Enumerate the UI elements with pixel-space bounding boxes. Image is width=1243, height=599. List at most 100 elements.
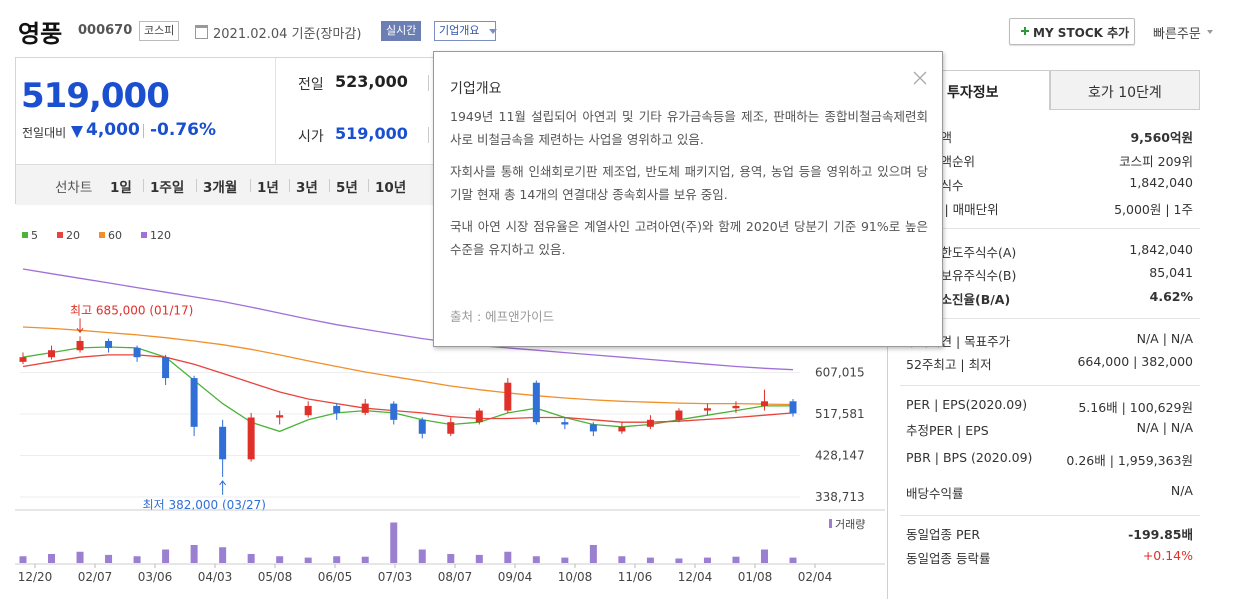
volume-bar xyxy=(162,549,170,563)
x-tick-label: 04/03 xyxy=(198,570,233,584)
candle-body xyxy=(703,408,711,411)
low-annotation: 최저 382,000 (03/27) xyxy=(143,498,266,512)
period-tab[interactable]: 선차트 xyxy=(55,180,93,196)
open: 519,000 xyxy=(335,124,408,143)
volume-bar xyxy=(105,554,113,563)
candle-body xyxy=(361,403,369,413)
realtime-badge[interactable]: 실시간 xyxy=(381,21,422,41)
info-label: 배당수익률 xyxy=(906,486,964,501)
candle-body xyxy=(105,340,113,348)
divider xyxy=(900,318,1200,319)
candle-body xyxy=(276,415,284,418)
info-value: 85,041 xyxy=(1149,265,1193,280)
info-label: 동일업종 등락률 xyxy=(906,551,991,566)
popup-body: 1949년 11월 설립되어 아연괴 및 기타 유가금속등을 제조, 판매하는 … xyxy=(450,105,928,270)
plus-icon xyxy=(1024,27,1026,35)
candle-body xyxy=(333,405,341,413)
tab[interactable] xyxy=(1050,70,1200,110)
candle-body xyxy=(561,422,569,425)
x-tick-label: 06/05 xyxy=(318,570,353,584)
info-value: -199.85배 xyxy=(1128,527,1193,542)
volume-bar xyxy=(190,545,198,563)
candle-body xyxy=(390,403,398,420)
volume-bar xyxy=(618,556,626,563)
popup-paragraph: 국내 아연 시장 점유율은 계열사인 고려아연(주)와 함께 2020년 당분기… xyxy=(450,219,928,257)
period-tab[interactable]: 3개월 xyxy=(203,180,238,196)
candle-body xyxy=(732,405,740,409)
period-tab[interactable]: 5년 xyxy=(336,180,358,196)
volume-bar xyxy=(76,551,84,563)
overview-button[interactable]: 기업개요 xyxy=(434,21,497,41)
candle-body xyxy=(48,350,56,358)
info-value: 9,560억원 xyxy=(1130,130,1193,145)
candle-body xyxy=(304,405,312,416)
volume-bar xyxy=(532,556,540,563)
period-tab[interactable]: 1일 xyxy=(110,180,132,196)
prev: 523,000 xyxy=(335,72,408,91)
candle-body xyxy=(675,410,683,420)
divider xyxy=(368,179,369,192)
chart: 5 20 60 120 338,713 428,147 517,581 607,015 최고 6… xyxy=(15,229,885,584)
candle-body xyxy=(646,419,654,427)
x-tick-label: 02/04 xyxy=(798,570,833,584)
legend-label: 60 xyxy=(108,229,122,242)
high-annotation: 최고 685,000 (01/17) xyxy=(70,303,193,317)
date: 2021.02.04 기준(장마감) xyxy=(213,27,362,42)
x-tick-label: 10/08 xyxy=(558,570,593,584)
popup-source: 출처 : 에프앤가이드 xyxy=(450,309,555,324)
divider xyxy=(428,75,429,91)
info-label: 52주최고 | 최저 xyxy=(906,357,992,372)
x-tick-label: 08/07 xyxy=(438,570,473,584)
period-tab[interactable]: 3년 xyxy=(296,180,318,196)
divider xyxy=(143,179,144,192)
divider xyxy=(196,179,197,192)
legend-label: 120 xyxy=(150,229,171,242)
down-icon xyxy=(71,126,83,138)
divider xyxy=(329,179,330,192)
quick-order[interactable]: 빠른주문 xyxy=(1153,27,1201,42)
popup-paragraph: 자회사를 통해 인쇄회로기판 제조업, 반도체 패키지업, 용역, 농업 등을 … xyxy=(450,164,928,202)
tab-label[interactable]: 호가 10단계 xyxy=(1088,85,1162,101)
legend-label: 20 xyxy=(66,229,80,242)
period-tab[interactable]: 10년 xyxy=(375,180,407,196)
period-tab[interactable]: 1년 xyxy=(257,180,279,196)
y-tick-label: 428,147 xyxy=(815,449,865,463)
volume-bar xyxy=(646,557,654,563)
close-button[interactable] xyxy=(912,70,928,86)
mystock-button[interactable]: MY STOCK 추가 xyxy=(1009,18,1135,45)
candle-body xyxy=(162,357,170,379)
tab-label[interactable]: 투자정보 xyxy=(947,85,999,101)
candle-body xyxy=(133,347,141,358)
period-tab[interactable]: 1주일 xyxy=(150,180,185,196)
volume-bar xyxy=(561,557,569,563)
y-tick-label: 517,581 xyxy=(815,407,865,421)
overview-label: 기업개요 xyxy=(439,24,480,37)
stock-name: 영풍 xyxy=(18,20,63,48)
calendar-icon xyxy=(195,25,208,39)
legend-swatch xyxy=(99,232,105,238)
volume-legend-swatch xyxy=(829,519,832,528)
divider xyxy=(428,127,429,143)
legend-swatch xyxy=(22,232,28,238)
info-label: PBR | BPS (2020.09) xyxy=(906,450,1033,465)
info-value: N/A xyxy=(1170,483,1193,498)
ma-line xyxy=(22,326,794,406)
divider xyxy=(250,179,251,192)
x-tick-label: 07/03 xyxy=(378,570,413,584)
candle-body xyxy=(19,357,27,362)
candle-body xyxy=(447,422,455,434)
volume-bar xyxy=(304,557,312,563)
info-value: 코스피 209위 xyxy=(1119,154,1193,169)
volume-bar xyxy=(276,556,284,563)
stock-code: 000670 xyxy=(78,23,133,38)
volume-bar xyxy=(589,545,597,563)
popup-title: 기업개요 xyxy=(450,81,502,97)
volume-bar xyxy=(447,554,455,563)
dropdown-arrow xyxy=(489,29,497,38)
legend-swatch xyxy=(57,232,63,238)
volume-bar xyxy=(760,549,768,563)
info-value: 5.16배 | 100,629원 xyxy=(1078,400,1193,415)
arrow xyxy=(76,318,84,334)
volume-bar xyxy=(390,522,398,563)
